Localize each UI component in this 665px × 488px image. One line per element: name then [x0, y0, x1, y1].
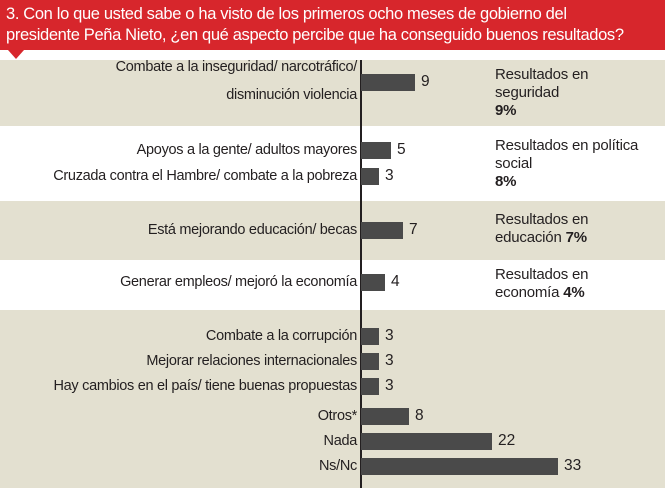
group-line: economía	[495, 284, 560, 301]
bar	[361, 457, 558, 475]
bar	[361, 327, 379, 345]
value-label: 3	[385, 327, 394, 344]
group-line: Resultados en	[495, 66, 589, 83]
group-percentage: 4%	[563, 284, 585, 301]
row-band-2	[0, 126, 665, 201]
group-summary-educacion: Resultados en educación 7%	[495, 211, 660, 247]
value-label: 33	[564, 457, 582, 474]
category-label: Combate a la inseguridad/ narcotráfico/	[115, 59, 358, 75]
category-label: Cruzada contra el Hambre/ combate a la p…	[53, 168, 357, 184]
title-pointer	[8, 50, 24, 59]
row-band-3	[0, 201, 665, 260]
value-label: 4	[391, 273, 400, 290]
category-label: Nada	[323, 433, 358, 449]
group-line: Resultados en política	[495, 137, 639, 154]
value-label: 5	[397, 141, 406, 158]
value-label: 3	[385, 377, 394, 394]
value-label: 9	[421, 73, 430, 90]
bar	[361, 352, 379, 370]
value-label: 3	[385, 167, 394, 184]
group-line: Resultados en	[495, 266, 589, 283]
row-band-1	[0, 60, 665, 126]
row-band-4	[0, 260, 665, 310]
bar	[361, 407, 409, 425]
group-line: seguridad	[495, 84, 560, 101]
category-label: Otros*	[317, 408, 358, 424]
group-line: educación	[495, 229, 562, 246]
category-label: Hay cambios en el país/ tiene buenas pro…	[53, 378, 358, 394]
group-percentage: 8%	[495, 173, 517, 190]
bar	[361, 273, 385, 291]
category-label: Combate a la corrupción	[205, 328, 357, 344]
bar	[361, 377, 379, 395]
group-summary-economia: Resultados en economía 4%	[495, 266, 660, 302]
bar	[361, 73, 415, 91]
group-summary-politica-social: Resultados en política social 8%	[495, 137, 660, 191]
bar	[361, 221, 403, 239]
bar	[361, 432, 492, 450]
value-label: 7	[409, 221, 418, 238]
category-label: Apoyos a la gente/ adultos mayores	[136, 142, 358, 158]
group-percentage: 7%	[565, 229, 587, 246]
bar	[361, 141, 391, 159]
category-label: Está mejorando educación/ becas	[147, 222, 357, 238]
group-percentage: 9%	[495, 102, 517, 119]
title-line-1: 3. Con lo que usted sabe o ha visto de l…	[6, 5, 567, 23]
group-line: social	[495, 155, 533, 172]
value-label: 22	[498, 432, 516, 449]
value-label: 8	[415, 407, 424, 424]
value-label: 3	[385, 352, 394, 369]
category-label: Generar empleos/ mejoró la economía	[120, 274, 357, 290]
title-line-2: presidente Peña Nieto, ¿en qué aspecto p…	[6, 26, 624, 44]
chart-title: 3. Con lo que usted sabe o ha visto de l…	[0, 0, 665, 50]
group-summary-seguridad: Resultados en seguridad 9%	[495, 66, 660, 120]
bar	[361, 167, 379, 185]
group-line: Resultados en	[495, 211, 589, 228]
category-label: Mejorar relaciones internacionales	[146, 353, 357, 369]
category-label: Ns/Nc	[319, 458, 357, 474]
category-label: disminución violencia	[226, 87, 357, 103]
